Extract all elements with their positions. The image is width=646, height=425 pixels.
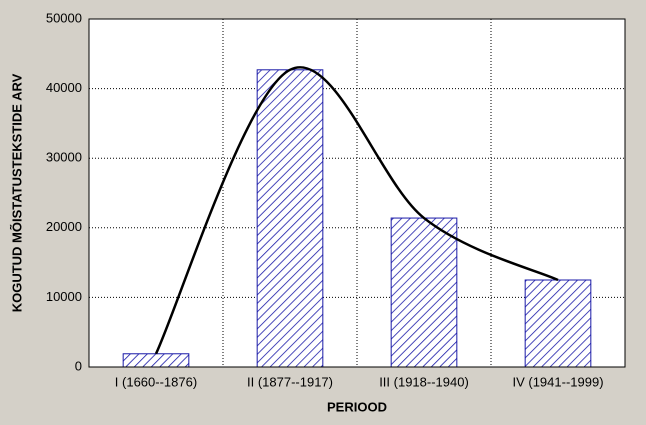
bar bbox=[256, 69, 324, 368]
bar bbox=[122, 353, 190, 368]
x-tick-label: IV (1941--1999) bbox=[512, 374, 603, 389]
x-axis-title: PERIOOD bbox=[327, 399, 387, 414]
y-tick-label: 40000 bbox=[46, 80, 82, 95]
y-tick-label: 50000 bbox=[46, 10, 82, 25]
bar bbox=[390, 217, 458, 368]
trend-curve bbox=[154, 66, 559, 355]
plot-border bbox=[88, 18, 626, 368]
y-tick-label: 20000 bbox=[46, 219, 82, 234]
y-axis-title: KOGUTUD MÕISTATUSTEKSTIDE ARV bbox=[9, 73, 24, 312]
bar bbox=[524, 279, 592, 368]
y-tick-label: 30000 bbox=[46, 150, 82, 165]
x-tick-label: III (1918--1940) bbox=[379, 374, 469, 389]
y-tick-label: 10000 bbox=[46, 289, 82, 304]
y-tick-label: 0 bbox=[75, 358, 82, 373]
x-tick-label: II (1877--1917) bbox=[247, 374, 333, 389]
x-tick-label: I (1660--1876) bbox=[115, 374, 197, 389]
